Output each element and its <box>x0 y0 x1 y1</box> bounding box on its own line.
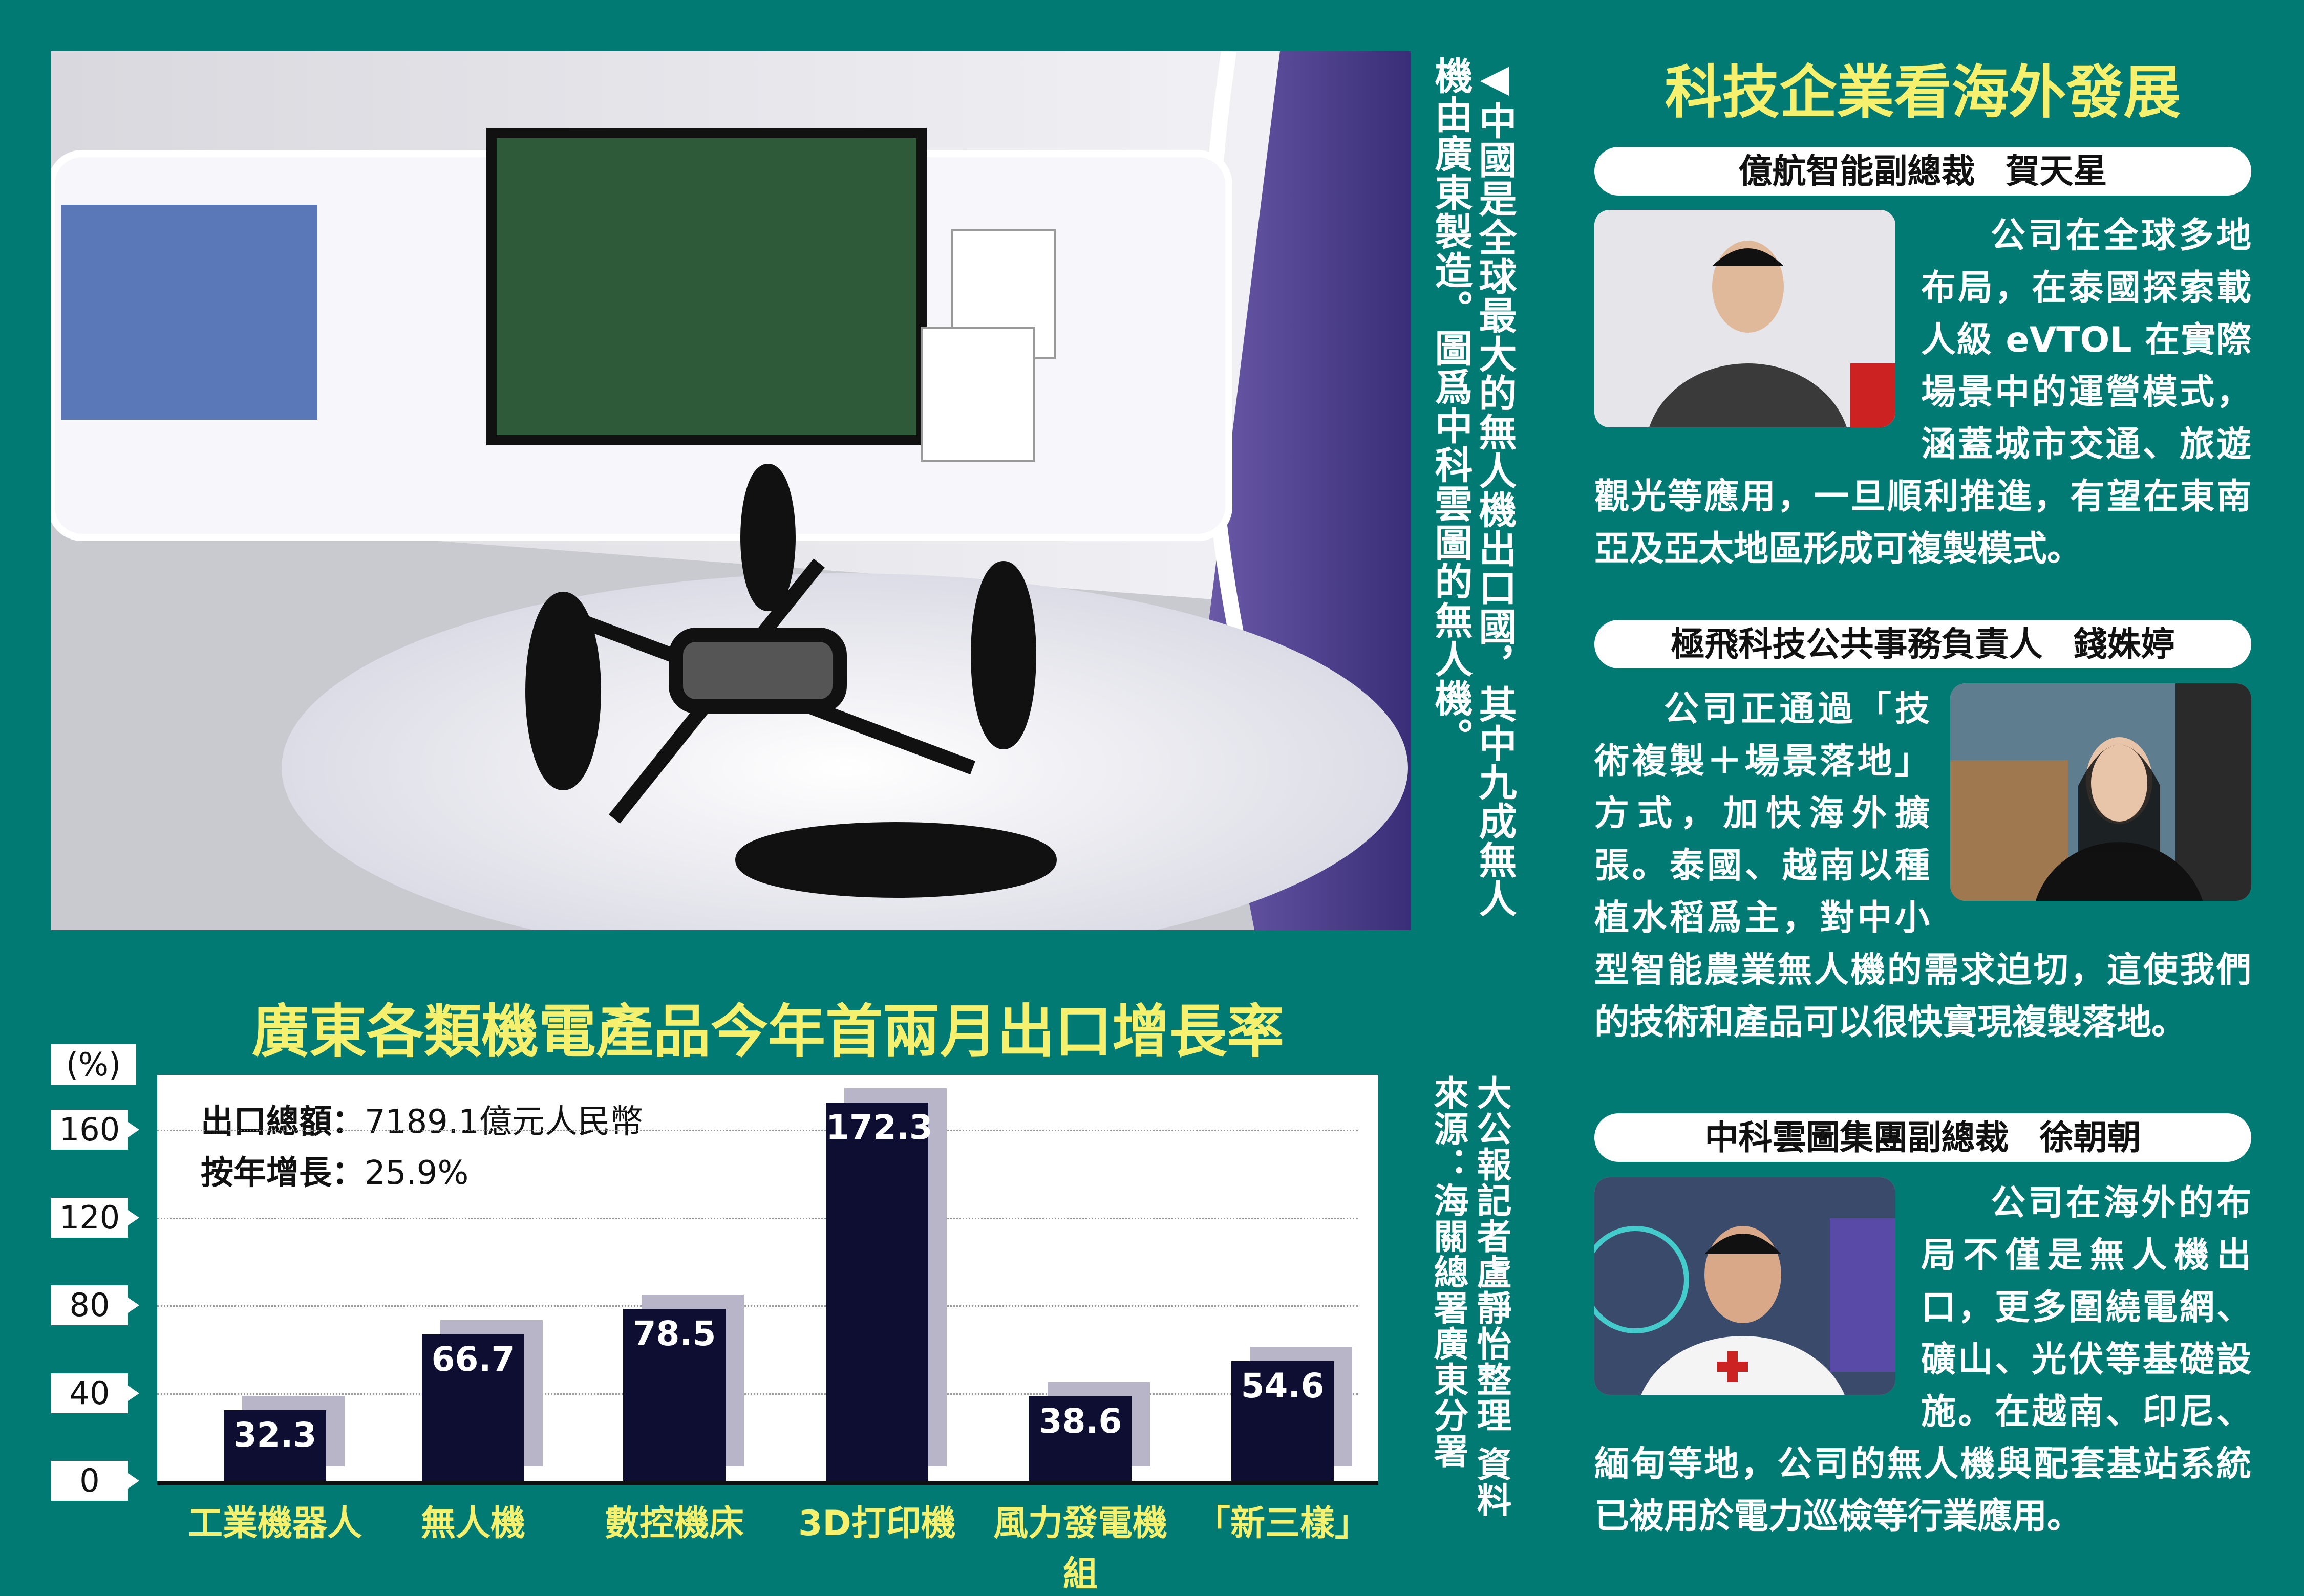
section-title: 科技企業看海外發展 <box>1665 59 2181 126</box>
person-photo-icon <box>1594 1177 1895 1395</box>
gridline <box>157 1305 1358 1307</box>
interviewee-3-quote: 公司在海外的布局不僅是無人機出口，更多圍繞電網、礦山、光伏等基礎設施。在越南、印… <box>1594 1177 2251 1543</box>
bar <box>623 1308 726 1481</box>
chart-plot-area: 出口總額：7189.1億元人民幣 按年增長：25.9% 32.3 66.7 78.5… <box>157 1075 1378 1485</box>
x-category-label: 數控機床 <box>604 1503 744 1544</box>
y-tick-label: 0 <box>51 1461 139 1501</box>
bar-value-label: 32.3 <box>233 1415 317 1455</box>
interviewee-name: 錢姝婷 <box>2073 624 2175 664</box>
avatar-he-tianxing <box>1594 210 1895 427</box>
bar-value-label: 54.6 <box>1241 1366 1325 1406</box>
interviewee-2-header: 極飛科技公共事務負責人 錢姝婷 <box>1594 620 2251 668</box>
export-total-value: 7189.1億元人民幣 <box>365 1103 643 1141</box>
gridline <box>157 1393 1358 1395</box>
interviewee-name: 賀天星 <box>2006 152 2107 191</box>
bar <box>422 1334 524 1481</box>
x-category-label: 工業機器人 <box>187 1503 362 1544</box>
avatar-qian-shuting <box>1950 683 2251 901</box>
interviewee-role: 極飛科技公共事務負責人 <box>1671 624 2043 664</box>
y-tick-label: 160 <box>51 1110 139 1150</box>
bar-value-label: 78.5 <box>632 1313 716 1353</box>
y-tick-label: 40 <box>51 1373 139 1413</box>
y-tick-label: 120 <box>51 1197 139 1238</box>
export-total-label: 出口總額： <box>201 1103 365 1141</box>
bar-value-label: 38.6 <box>1038 1401 1122 1441</box>
y-axis-unit: (%) <box>51 1044 136 1085</box>
person-photo-icon <box>1594 210 1895 427</box>
quote-text: 公司在海外的布局不僅是無人機出口，更多圍繞電網、礦山、光伏等基礎設施。在越南、印… <box>1594 1183 2251 1537</box>
avatar-xu-chaochao <box>1594 1177 1895 1395</box>
quote-text: 公司正通過「技術複製＋場景落地」方式，加快海外擴張。泰國、越南以種植水稻爲主，對… <box>1594 689 2251 1043</box>
bar-value-label: 172.3 <box>826 1108 933 1148</box>
bar-value-label: 66.7 <box>431 1340 515 1379</box>
drone-showroom-photo <box>51 51 1411 930</box>
person-photo-icon <box>1950 683 2251 901</box>
x-category-label: 風力發電機組 <box>993 1503 1167 1594</box>
yoy-growth-label: 按年增長： <box>201 1154 365 1192</box>
photo-caption: ◀中國是全球最大的無人機出口國，其中九成無人機由廣東製造。圖爲中科雲圖的無人機。 <box>1428 56 1517 918</box>
interviewee-role: 億航智能副總裁 <box>1738 152 1975 191</box>
gridline <box>157 1130 1358 1132</box>
chart-title: 廣東各類機電產品今年首兩月出口增長率 <box>252 999 1284 1065</box>
bar <box>1029 1396 1132 1481</box>
bar <box>826 1103 928 1481</box>
yoy-growth-value: 25.9% <box>365 1154 469 1192</box>
interviewee-3-header: 中科雲圖集團副總裁 徐朝朝 <box>1594 1113 2251 1162</box>
interviewee-role: 中科雲圖集團副總裁 <box>1704 1118 2009 1157</box>
bar <box>1231 1361 1334 1481</box>
interviewee-1-quote: 公司在全球多地布局，在泰國探索載人級 eVTOL 在實際場景中的運營模式，涵蓋城… <box>1594 210 2251 575</box>
interviewee-name: 徐朝朝 <box>2039 1118 2141 1157</box>
bar <box>224 1410 326 1481</box>
x-category-label: 3D打印機 <box>798 1503 956 1544</box>
x-category-label: 無人機 <box>420 1503 525 1544</box>
drone-photo-icon <box>51 51 1411 930</box>
quote-text: 公司在全球多地布局，在泰國探索載人級 eVTOL 在實際場景中的運營模式，涵蓋城… <box>1594 215 2251 569</box>
chart-source: 大公報記者盧靜怡整理 資料來源：海關總署廣東分署 <box>1427 1075 1511 1518</box>
gridline <box>157 1217 1358 1219</box>
interviewee-1-header: 億航智能副總裁 賀天星 <box>1594 147 2251 196</box>
yoy-growth: 按年增長：25.9% <box>201 1147 468 1194</box>
export-total: 出口總額：7189.1億元人民幣 <box>201 1095 643 1142</box>
x-category-label: 「新三樣」 <box>1195 1503 1370 1544</box>
y-tick-label: 80 <box>51 1285 139 1326</box>
interviewee-2-quote: 公司正通過「技術複製＋場景落地」方式，加快海外擴張。泰國、越南以種植水稻爲主，對… <box>1594 683 2251 1049</box>
